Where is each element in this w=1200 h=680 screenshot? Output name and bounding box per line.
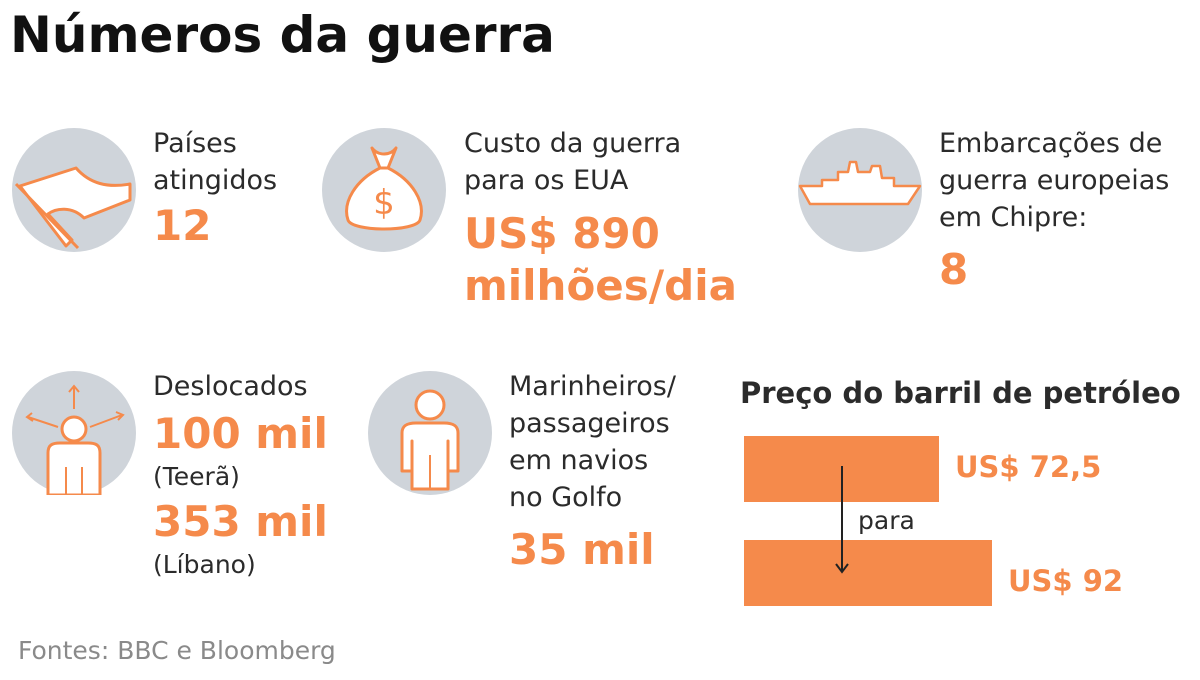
displaced-place-tehran: (Teerã) (153, 462, 240, 491)
flag-icon (12, 128, 136, 252)
bar-label-after: US$ 92 (1008, 564, 1124, 598)
sailors-label-1: Marinheiros/ (509, 371, 676, 402)
source-note: Fontes: BBC e Bloomberg (18, 636, 336, 665)
sailors-label-3: em navios (509, 445, 649, 476)
svg-text:$: $ (373, 183, 395, 223)
displaced-person-icon (12, 371, 136, 495)
ships-label-3: em Chipre: (939, 202, 1088, 233)
displaced-value-lebanon: 353 mil (153, 497, 328, 546)
countries-label-1: Países (153, 128, 237, 159)
cost-label-2: para os EUA (464, 165, 629, 196)
cost-value-2: milhões/dia (464, 261, 737, 310)
money-bag-icon: $ (322, 128, 446, 252)
displaced-value-tehran: 100 mil (153, 409, 328, 458)
page-title: Números da guerra (10, 6, 555, 64)
sailors-label-2: passageiros (509, 408, 670, 439)
ships-value: 8 (939, 245, 969, 294)
sailors-value: 35 mil (509, 525, 655, 574)
ships-label-1: Embarcações de (939, 128, 1163, 159)
warship-icon (798, 128, 922, 252)
cost-label-1: Custo da guerra (464, 128, 682, 159)
connector-label: para (858, 506, 915, 535)
down-arrow-icon (835, 466, 849, 574)
bar-label-before: US$ 72,5 (955, 450, 1102, 484)
person-icon (368, 371, 492, 495)
displaced-label: Deslocados (153, 371, 308, 402)
ships-label-2: guerra europeias (939, 165, 1170, 196)
bar-after (744, 540, 992, 606)
displaced-place-lebanon: (Líbano) (153, 550, 256, 579)
sailors-label-4: no Golfo (509, 482, 623, 513)
countries-label-2: atingidos (153, 165, 278, 196)
oil-price-chart: US$ 72,5 US$ 92 para (744, 436, 1184, 612)
cost-value-1: US$ 890 (464, 209, 660, 258)
chart-title: Preço do barril de petróleo (740, 376, 1181, 410)
countries-value: 12 (153, 201, 212, 250)
